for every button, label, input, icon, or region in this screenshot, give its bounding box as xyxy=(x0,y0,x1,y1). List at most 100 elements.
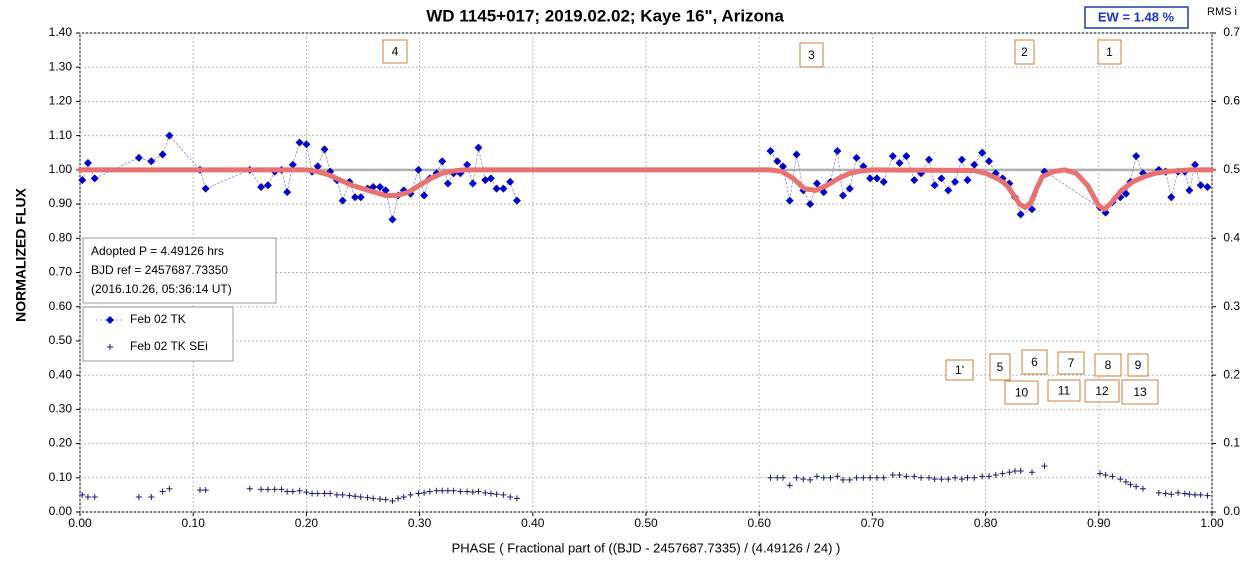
data-point xyxy=(135,493,142,500)
ew-box xyxy=(1084,6,1189,29)
data-point xyxy=(1029,469,1036,476)
data-point xyxy=(1155,489,1162,496)
data-point xyxy=(313,162,322,171)
data-point xyxy=(309,490,316,497)
data-point xyxy=(433,487,440,494)
info-box xyxy=(82,237,277,304)
data-point xyxy=(421,489,428,496)
data-point xyxy=(457,488,464,495)
y-axis-label: NORMALIZED FLUX xyxy=(13,187,29,321)
data-point xyxy=(889,472,896,479)
y2-tick-label: 0.6 xyxy=(1223,94,1240,108)
series-line xyxy=(77,167,1215,212)
data-point xyxy=(351,193,360,202)
data-point xyxy=(951,177,960,186)
data-point xyxy=(202,487,209,494)
annotation-box xyxy=(945,359,974,381)
data-point xyxy=(999,470,1006,477)
data-point xyxy=(1127,481,1134,488)
data-point xyxy=(512,196,521,205)
data-point xyxy=(800,476,807,483)
legend-marker xyxy=(107,344,113,350)
x-tick-label: 0.60 xyxy=(748,516,772,530)
data-point xyxy=(1175,489,1182,496)
data-point xyxy=(506,177,515,186)
data-point xyxy=(985,473,992,480)
annotation-label: 10 xyxy=(1015,386,1029,400)
data-point xyxy=(134,153,143,162)
data-point xyxy=(866,174,875,183)
y-tick-label: 1.40 xyxy=(49,25,73,39)
data-point xyxy=(911,473,918,480)
annotation-label: 1' xyxy=(955,363,964,377)
data-point xyxy=(327,490,334,497)
legend-label: Feb 02 TK xyxy=(130,312,186,326)
data-point xyxy=(320,145,329,154)
data-point xyxy=(879,177,888,186)
data-point xyxy=(931,476,938,483)
annotation-label: 6 xyxy=(1031,355,1038,369)
data-point xyxy=(792,150,801,159)
data-point xyxy=(852,153,861,162)
data-point xyxy=(895,159,904,168)
y2-label: RMS i xyxy=(1207,6,1237,18)
data-point xyxy=(918,474,925,481)
data-point xyxy=(83,159,92,168)
data-point xyxy=(902,152,911,161)
data-point xyxy=(475,488,482,495)
annotation-box xyxy=(1094,353,1122,377)
data-point xyxy=(376,495,383,502)
annotation-label: 8 xyxy=(1105,358,1112,372)
data-point xyxy=(952,474,959,481)
data-point xyxy=(1203,182,1212,191)
data-point xyxy=(375,182,384,191)
data-point xyxy=(1192,491,1199,498)
data-point xyxy=(314,490,321,497)
data-point xyxy=(257,182,266,191)
y-tick-label: 0.60 xyxy=(49,299,73,313)
data-point xyxy=(979,473,986,480)
data-point xyxy=(820,474,827,481)
data-point xyxy=(302,140,311,149)
data-point xyxy=(507,493,514,500)
data-point xyxy=(1132,152,1141,161)
y-tick-label: 0.00 xyxy=(49,504,73,518)
data-point xyxy=(945,476,952,483)
data-point xyxy=(196,487,203,494)
data-point xyxy=(464,488,471,495)
y-tick-label: 1.00 xyxy=(49,162,73,176)
data-point xyxy=(303,489,310,496)
annotation-label: 1 xyxy=(1106,45,1113,59)
data-point xyxy=(834,473,841,480)
data-point xyxy=(499,184,508,193)
data-point xyxy=(806,200,815,209)
annotation-box xyxy=(1057,351,1085,375)
data-point xyxy=(1139,485,1146,492)
data-point xyxy=(364,494,371,501)
annotation-label: 5 xyxy=(997,360,1004,374)
chart-title: WD 1145+017; 2019.02.02; Kaye 16", Arizo… xyxy=(426,6,784,25)
data-point xyxy=(793,474,800,481)
y-tick-label: 1.10 xyxy=(49,128,73,142)
data-point xyxy=(389,498,396,505)
y2-tick-label: 0.1 xyxy=(1223,436,1240,450)
y-tick-label: 0.80 xyxy=(49,230,73,244)
x-tick-label: 0.70 xyxy=(861,516,885,530)
y2-tick-label: 0.0 xyxy=(1223,504,1240,518)
data-point xyxy=(346,492,353,499)
legend-marker xyxy=(106,316,114,324)
x-tick-label: 1.00 xyxy=(1200,516,1224,530)
data-point xyxy=(1028,205,1037,214)
data-point xyxy=(90,174,99,183)
annotation-box xyxy=(1047,379,1081,402)
info-text: BJD ref = 2457687.73350 xyxy=(91,263,228,277)
data-point xyxy=(78,176,87,185)
annotation-box xyxy=(1121,379,1159,405)
data-point xyxy=(930,181,939,190)
x-tick-label: 0.40 xyxy=(521,516,545,530)
ew-label: EW = 1.48 % xyxy=(1098,9,1175,24)
data-point xyxy=(296,487,303,494)
data-point xyxy=(352,493,359,500)
data-point xyxy=(426,488,433,495)
